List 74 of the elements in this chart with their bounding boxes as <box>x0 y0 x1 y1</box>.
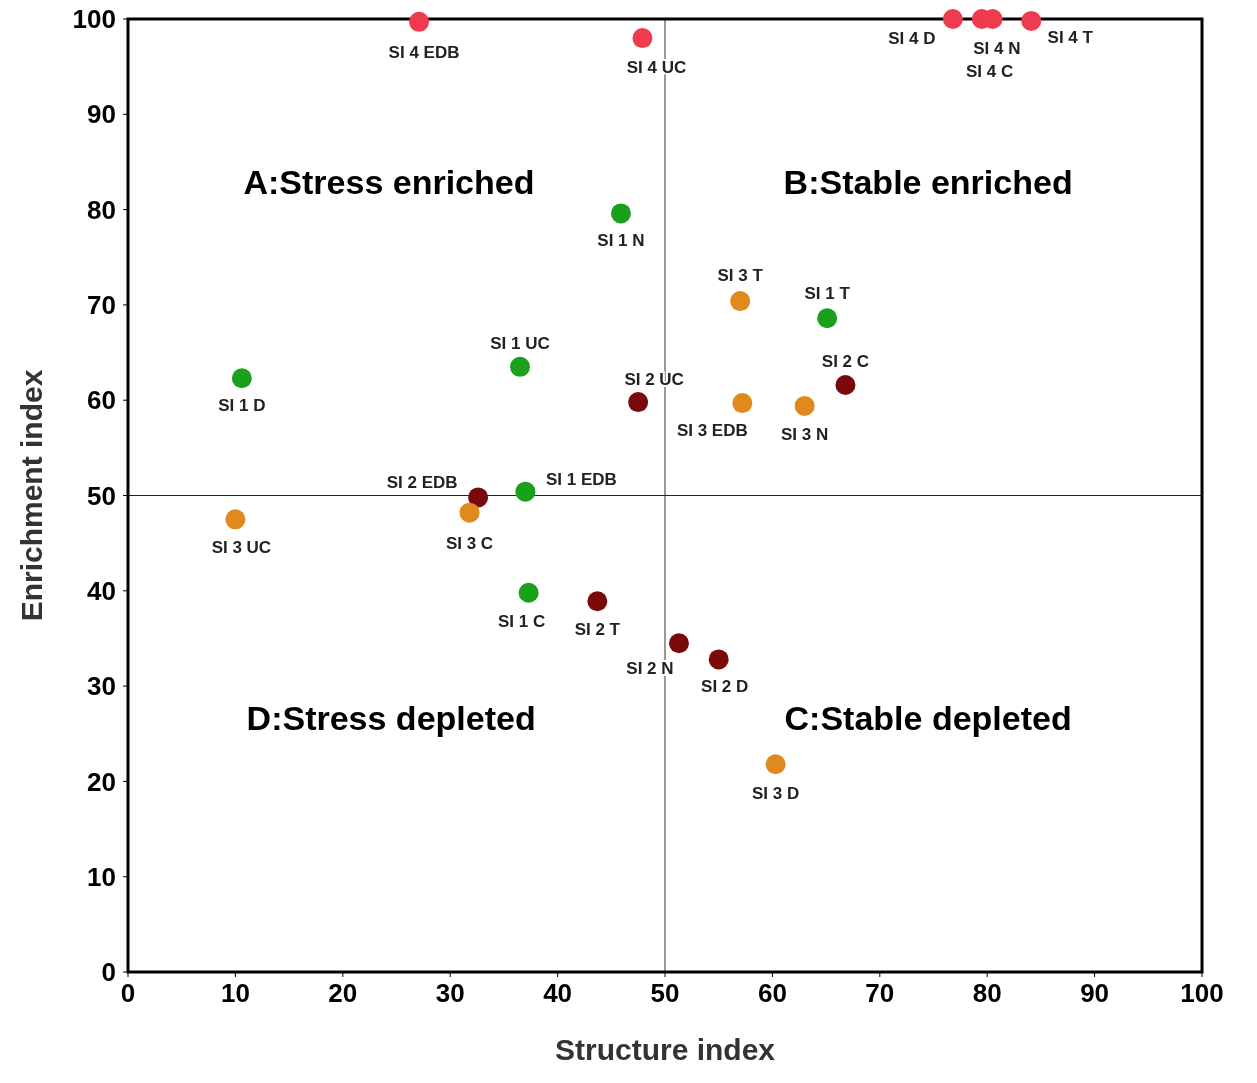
y-tick-label: 50 <box>87 480 116 511</box>
data-label: SI 2 N <box>626 659 674 679</box>
data-label: SI 1 D <box>218 396 266 416</box>
data-label: SI 4 N <box>973 38 1021 58</box>
y-tick-label: 40 <box>87 575 116 606</box>
point <box>510 356 531 377</box>
point <box>632 28 653 49</box>
point <box>610 203 631 224</box>
data-label: SI 3 UC <box>211 538 272 558</box>
point <box>587 591 608 612</box>
point <box>628 392 649 413</box>
data-label: SI 4 EDB <box>388 42 460 62</box>
data-label: SI 3 N <box>780 424 829 444</box>
x-tick-label: 10 <box>220 978 250 1008</box>
y-tick-label: 60 <box>87 385 116 416</box>
x-tick-label: 60 <box>757 978 787 1008</box>
y-axis-title: Enrichment index <box>15 369 48 622</box>
y-tick-label: 20 <box>87 766 116 797</box>
y-tick-label: 80 <box>87 194 116 225</box>
data-label: SI 3 C <box>445 533 494 553</box>
data-label: SI 1 T <box>804 284 851 304</box>
point <box>794 395 815 416</box>
point <box>817 308 838 329</box>
x-tick-label: 70 <box>865 978 895 1008</box>
data-label: SI 2 D <box>701 677 749 697</box>
y-tick-label: 10 <box>87 861 116 892</box>
y-tick-label: 30 <box>87 671 116 702</box>
data-label: SI 2 T <box>574 620 621 640</box>
point <box>518 582 539 603</box>
data-label: SI 4 C <box>965 61 1014 81</box>
data-label: SI 2 EDB <box>386 473 458 493</box>
data-label: SI 4 D <box>888 28 936 48</box>
y-tick-label: 100 <box>72 4 116 35</box>
point <box>942 9 963 29</box>
x-tick-label: 40 <box>543 978 573 1008</box>
x-tick-label: 90 <box>1080 978 1110 1008</box>
point <box>409 11 430 32</box>
point <box>225 509 246 530</box>
point <box>708 649 729 670</box>
data-label: SI 2 UC <box>624 370 684 390</box>
y-tick-label: 0 <box>101 957 116 988</box>
point <box>732 393 753 414</box>
point <box>515 481 536 502</box>
data-label: SI 1 N <box>597 231 645 251</box>
x-tick-label: 50 <box>650 978 680 1008</box>
data-label: SI 1 EDB <box>545 469 617 489</box>
point <box>459 502 480 523</box>
data-label: SI 3 T <box>717 266 764 286</box>
x-axis-title: Structure index <box>554 1033 776 1066</box>
data-label: SI 2 C <box>821 351 870 371</box>
y-tick-label: 90 <box>87 99 116 130</box>
annotation: A:Stress enriched <box>243 162 535 201</box>
data-label: SI 1 UC <box>490 333 550 353</box>
x-tick-label: 100 <box>1180 978 1224 1008</box>
annotation: C:Stable depleted <box>784 699 1072 738</box>
point <box>730 291 751 312</box>
y-tick-label: 70 <box>87 290 116 320</box>
data-label: SI 4 T <box>1047 27 1094 47</box>
point <box>468 487 489 508</box>
point <box>1021 10 1042 31</box>
x-tick-label: 30 <box>435 978 465 1008</box>
annotation: D:Stress depleted <box>246 699 536 738</box>
annotation: B:Stable enriched <box>783 162 1073 201</box>
data-label: SI 4 UC <box>626 58 687 78</box>
data-label: SI 3 EDB <box>676 421 748 441</box>
x-tick-label: 20 <box>328 978 358 1008</box>
point <box>668 633 689 654</box>
point <box>231 368 252 389</box>
data-label: SI 3 D <box>752 784 800 804</box>
x-tick-label: 80 <box>972 978 1002 1008</box>
point <box>765 754 786 775</box>
data-label: SI 1 C <box>497 611 546 631</box>
point <box>835 374 856 395</box>
x-tick-label: 0 <box>120 978 136 1008</box>
